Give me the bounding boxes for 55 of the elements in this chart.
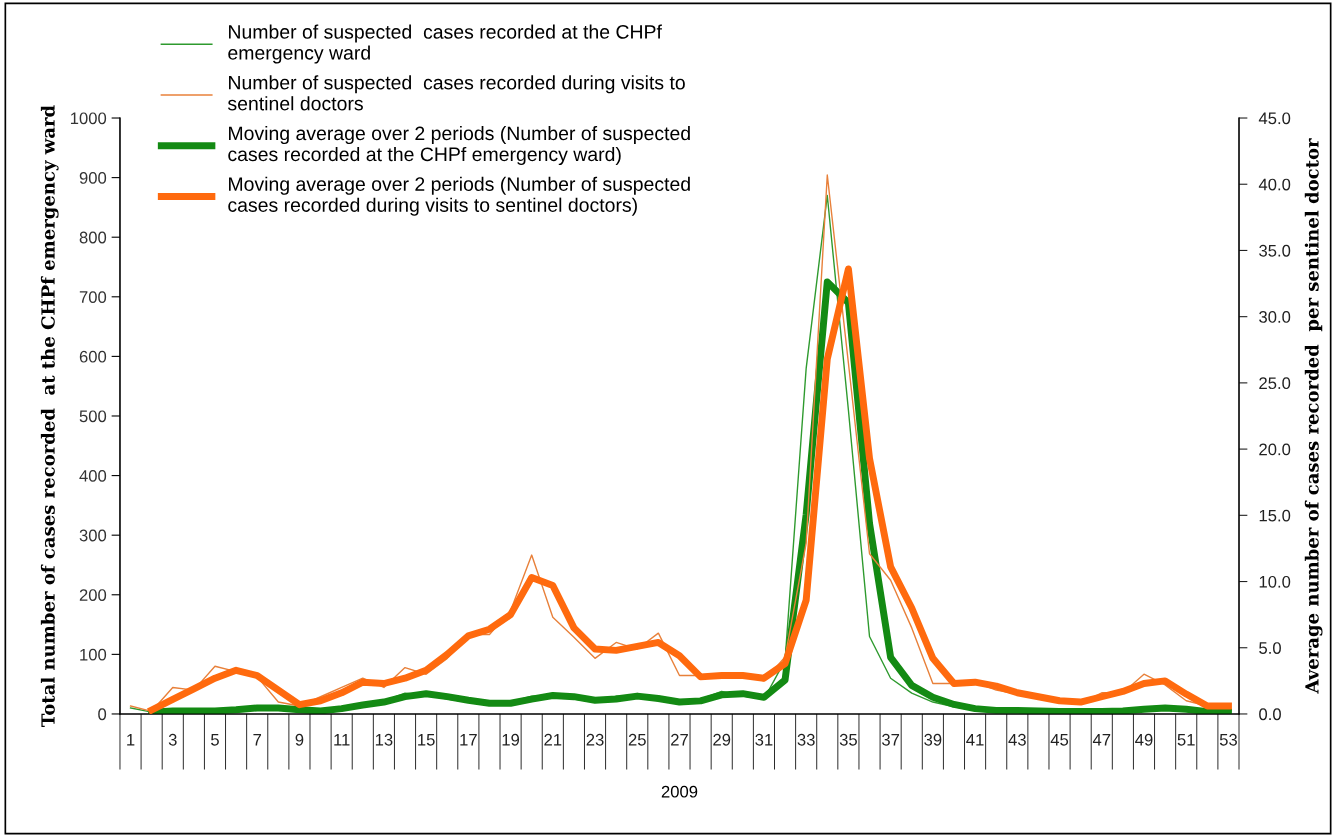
x-tick-label: 49 <box>1135 733 1153 746</box>
x-tick-label: 47 <box>1092 734 1111 746</box>
x-tick-label: 19 <box>502 733 520 746</box>
y-tick-label: 100 <box>80 648 107 661</box>
y2-axis-title: Average number of cases recorded per sentinel doctor <box>1304 138 1323 694</box>
x-tick-label: 21 <box>544 733 562 746</box>
x-tick-label: 29 <box>713 733 731 746</box>
y-tick-label: 800 <box>79 231 107 244</box>
x-tick-label: 3 <box>168 733 177 746</box>
y-axis-title: Total number of cases recorded at the CHPf emergency ward <box>40 105 59 727</box>
y-tick-label: 300 <box>79 529 107 542</box>
x-tick-label: 13 <box>375 733 393 746</box>
y2-tick-label: 15.0 <box>1259 509 1291 522</box>
x-tick-label: 33 <box>797 733 815 746</box>
y2-tick-label: 5.0 <box>1259 642 1281 654</box>
y2-tick-label: 30.0 <box>1259 311 1291 323</box>
y-tick-label: 700 <box>79 291 107 303</box>
legend-label: Number of suspected cases recorded at the CHPf emergency ward <box>228 24 662 64</box>
x-axis-title: 2009 <box>661 785 698 798</box>
y2-tick-label: 20.0 <box>1259 443 1291 456</box>
y2-tick-label: 40.0 <box>1258 178 1291 191</box>
x-tick-label: 23 <box>586 733 604 746</box>
x-tick-label: 7 <box>253 734 262 746</box>
x-tick-label: 9 <box>295 733 304 746</box>
y-tick-label: 500 <box>79 410 107 423</box>
x-tick-label: 11 <box>334 734 350 746</box>
x-tick-label: 51 <box>1177 734 1195 746</box>
x-tick-label: 53 <box>1219 733 1237 746</box>
x-tick-label: 5 <box>211 734 219 746</box>
x-tick-label: 37 <box>882 733 900 746</box>
y-tick-label: 200 <box>79 589 107 601</box>
y-tick-label: 0 <box>98 708 107 721</box>
y2-tick-label: 45.0 <box>1258 112 1291 125</box>
x-tick-label: 1 <box>127 734 135 746</box>
x-tick-label: 17 <box>460 734 477 746</box>
legend-label: Number of suspected cases recorded during visits to sentinel doctors <box>227 75 685 111</box>
y-tick-label: 1000 <box>70 112 107 125</box>
x-tick-label: 31 <box>755 733 773 746</box>
x-tick-label: 27 <box>671 733 688 746</box>
x-tick-label: 35 <box>839 733 857 746</box>
x-tick-label: 43 <box>1008 733 1026 746</box>
x-tick-label: 41 <box>966 734 984 746</box>
y2-tick-label: 35.0 <box>1259 244 1291 257</box>
x-tick-label: 15 <box>418 734 435 746</box>
y-tick-label: 900 <box>79 172 107 184</box>
x-tick-label: 25 <box>628 733 646 746</box>
y-tick-label: 600 <box>79 350 107 363</box>
legend-label: Moving average over 2 periods (Number of suspected cases recorded at the CHPf emergency ward) <box>228 125 690 166</box>
y-tick-label: 400 <box>79 469 107 482</box>
y2-tick-label: 25.0 <box>1259 377 1291 390</box>
legend-label: Moving average over 2 periods (Number of suspected cases recorded during visits to sentinel doctors) <box>228 176 690 216</box>
y2-tick-label: 0.0 <box>1259 708 1281 721</box>
y2-tick-label: 10.0 <box>1259 575 1291 588</box>
x-tick-label: 45 <box>1050 734 1069 746</box>
x-tick-label: 39 <box>924 733 942 746</box>
